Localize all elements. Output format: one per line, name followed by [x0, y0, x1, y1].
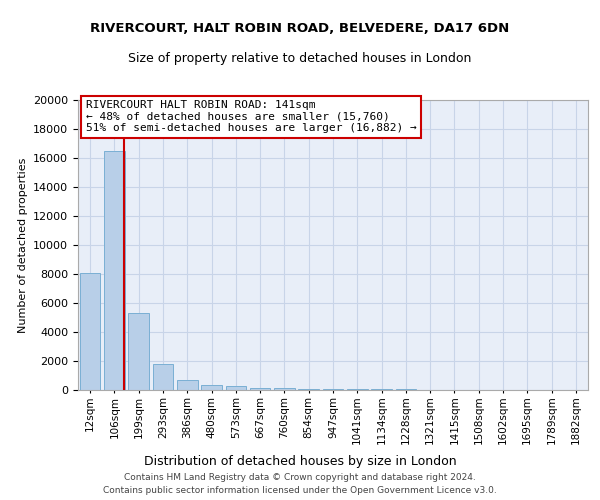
Bar: [201, 385, 222, 390]
Bar: [104, 151, 125, 390]
Bar: [274, 388, 295, 390]
Bar: [226, 386, 246, 390]
Y-axis label: Number of detached properties: Number of detached properties: [17, 158, 28, 332]
Bar: [250, 388, 271, 390]
Bar: [177, 380, 197, 390]
Bar: [128, 313, 149, 390]
Bar: [152, 364, 173, 390]
Text: RIVERCOURT HALT ROBIN ROAD: 141sqm
← 48% of detached houses are smaller (15,760): RIVERCOURT HALT ROBIN ROAD: 141sqm ← 48%…: [86, 100, 416, 133]
Text: Distribution of detached houses by size in London: Distribution of detached houses by size …: [143, 455, 457, 468]
Bar: [80, 272, 100, 390]
Text: Contains HM Land Registry data © Crown copyright and database right 2024.
Contai: Contains HM Land Registry data © Crown c…: [103, 474, 497, 495]
Bar: [347, 389, 368, 390]
Text: Size of property relative to detached houses in London: Size of property relative to detached ho…: [128, 52, 472, 65]
Text: RIVERCOURT, HALT ROBIN ROAD, BELVEDERE, DA17 6DN: RIVERCOURT, HALT ROBIN ROAD, BELVEDERE, …: [91, 22, 509, 35]
Bar: [298, 388, 319, 390]
Bar: [323, 389, 343, 390]
